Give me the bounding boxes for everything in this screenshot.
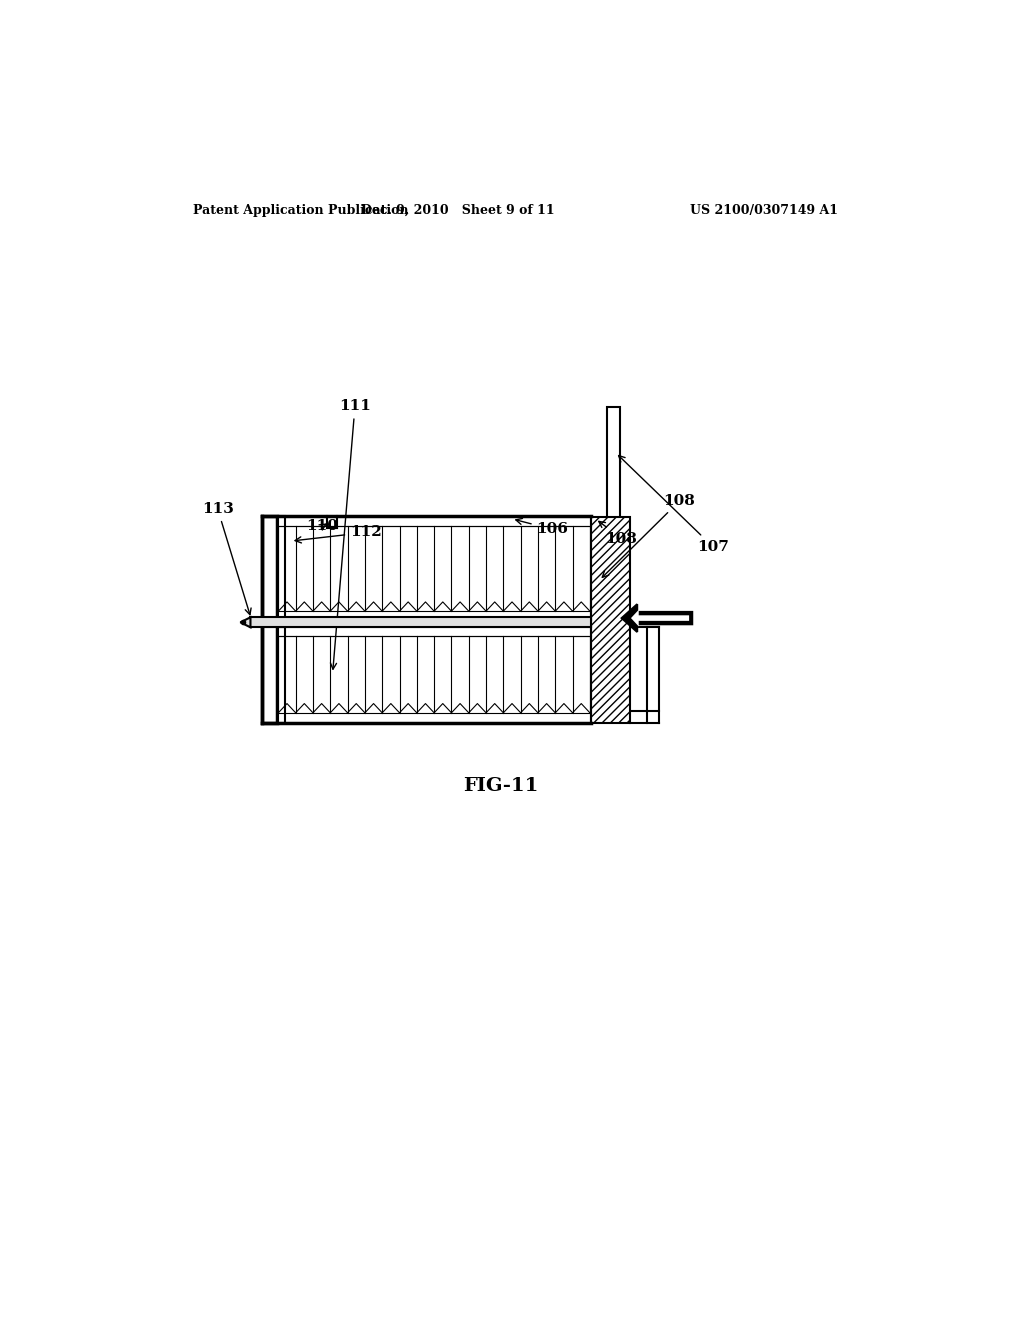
Polygon shape bbox=[241, 618, 251, 627]
Text: 112: 112 bbox=[295, 525, 382, 543]
Text: 110: 110 bbox=[306, 519, 338, 533]
Text: 108: 108 bbox=[602, 494, 695, 577]
Text: FIG-11: FIG-11 bbox=[463, 776, 539, 795]
Bar bbox=[607, 407, 621, 520]
Text: Patent Application Publication: Patent Application Publication bbox=[194, 205, 409, 218]
Bar bbox=[251, 618, 592, 627]
Polygon shape bbox=[622, 605, 692, 632]
Bar bbox=[262, 516, 276, 723]
Text: 113: 113 bbox=[202, 502, 251, 615]
Text: 111: 111 bbox=[331, 400, 371, 669]
Bar bbox=[279, 516, 285, 619]
Text: 108: 108 bbox=[599, 521, 638, 545]
Text: 106: 106 bbox=[516, 519, 568, 536]
Bar bbox=[591, 517, 630, 723]
Polygon shape bbox=[631, 610, 689, 627]
Text: US 2100/0307149 A1: US 2100/0307149 A1 bbox=[690, 205, 839, 218]
Text: 107: 107 bbox=[618, 455, 729, 553]
Bar bbox=[279, 627, 285, 723]
Text: Dec. 9, 2010   Sheet 9 of 11: Dec. 9, 2010 Sheet 9 of 11 bbox=[360, 205, 554, 218]
